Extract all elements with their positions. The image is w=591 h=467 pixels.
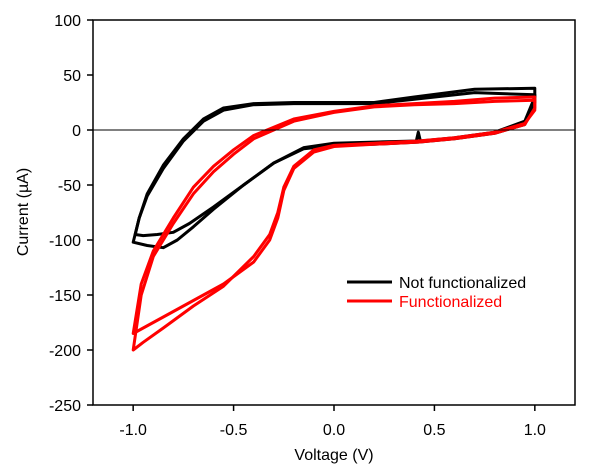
x-axis-ticks: -1.0 -0.5 0.0 0.5 1.0	[119, 405, 546, 439]
x-axis-label: Voltage (V)	[294, 447, 373, 464]
series-functionalized-cycle-2	[131, 98, 537, 352]
y-tick-label: -150	[49, 288, 81, 305]
plot-frame	[92, 19, 576, 406]
y-tick-label: 0	[72, 123, 81, 140]
x-tick-label: -0.5	[220, 422, 248, 439]
x-tick-label: 1.0	[524, 422, 546, 439]
x-tick-label: -1.0	[119, 422, 147, 439]
x-tick-label: 0.5	[423, 422, 445, 439]
legend-label-functionalized: Functionalized	[399, 294, 502, 311]
y-axis-ticks: -250 -200 -150 -100 -50 0 50 100	[49, 13, 93, 415]
y-tick-label: 100	[54, 13, 81, 30]
legend-label-not-functionalized: Not functionalized	[399, 275, 526, 292]
y-tick-label: -250	[49, 398, 81, 415]
y-tick-label: -200	[49, 343, 81, 360]
legend: Not functionalized Functionalized	[347, 275, 526, 311]
series-not-functionalized-cycle-1	[133, 91, 537, 238]
y-tick-label: -50	[58, 178, 81, 195]
y-tick-label: 50	[63, 68, 81, 85]
x-tick-label: 0.0	[323, 422, 345, 439]
series-layer	[131, 86, 537, 352]
y-tick-label: -100	[49, 233, 81, 250]
y-axis-label: Current (µA)	[15, 168, 32, 256]
